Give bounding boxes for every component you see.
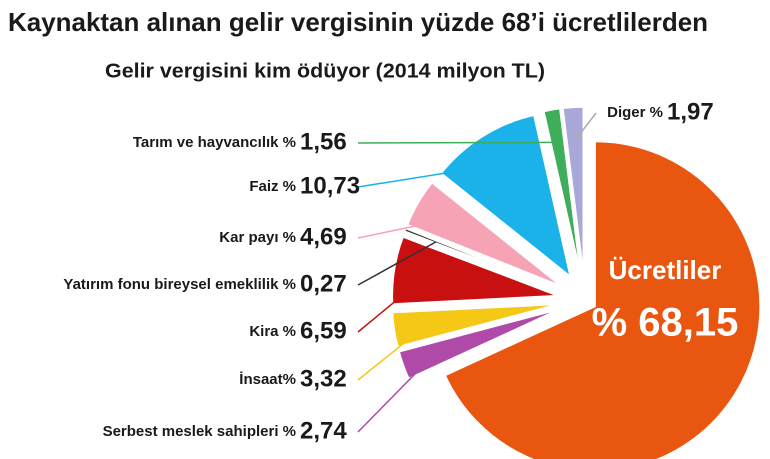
pie-slice — [562, 106, 585, 273]
leader-line — [357, 163, 501, 188]
slice-label: Yatırım fonu bireysel emeklilik % — [63, 276, 296, 293]
slice-value-label: 10,73 — [300, 172, 360, 199]
leader-line — [574, 112, 597, 141]
slice-value-label: % 68,15 — [592, 301, 739, 345]
slice-value-label: 4,69 — [300, 223, 347, 250]
pie-slice — [398, 308, 559, 380]
slice-label: Faiz % — [249, 178, 296, 195]
chart-title: Kaynaktan alınan gelir vergisinin yüzde … — [8, 7, 708, 37]
slice-label: Kira % — [249, 323, 296, 340]
slice-label: Ücretliler — [609, 255, 722, 285]
pie-slice — [440, 114, 572, 279]
slice-label: Kar payı % — [219, 229, 296, 246]
slice-value-label: 2,74 — [300, 417, 347, 444]
slice-value-label: 1,56 — [300, 128, 347, 155]
pie-slice — [543, 107, 581, 273]
slice-value-label: 3,32 — [300, 365, 347, 392]
pie-slice — [406, 181, 562, 287]
pie-slice — [444, 140, 761, 459]
slice-value-label: 0,27 — [300, 270, 347, 297]
slice-label: Serbest meslek sahipleri % — [103, 423, 296, 440]
leader-line — [357, 353, 435, 433]
leader-line — [357, 324, 428, 381]
leader-line — [357, 218, 447, 239]
leader-line — [357, 241, 437, 286]
slice-value-label: 6,59 — [300, 317, 347, 344]
slice-label: İnsaat% — [239, 371, 296, 388]
slice-value-label: 1,97 — [667, 98, 714, 125]
leader-line — [357, 274, 428, 333]
chart-subtitle: Gelir vergisini kim ödüyor (2014 milyon … — [105, 60, 545, 82]
slice-label: Tarım ve hayvancılık % — [133, 134, 296, 151]
slice-label cat: Diger % — [607, 104, 663, 121]
pie-slice — [391, 303, 558, 348]
leader-line — [357, 141, 558, 144]
